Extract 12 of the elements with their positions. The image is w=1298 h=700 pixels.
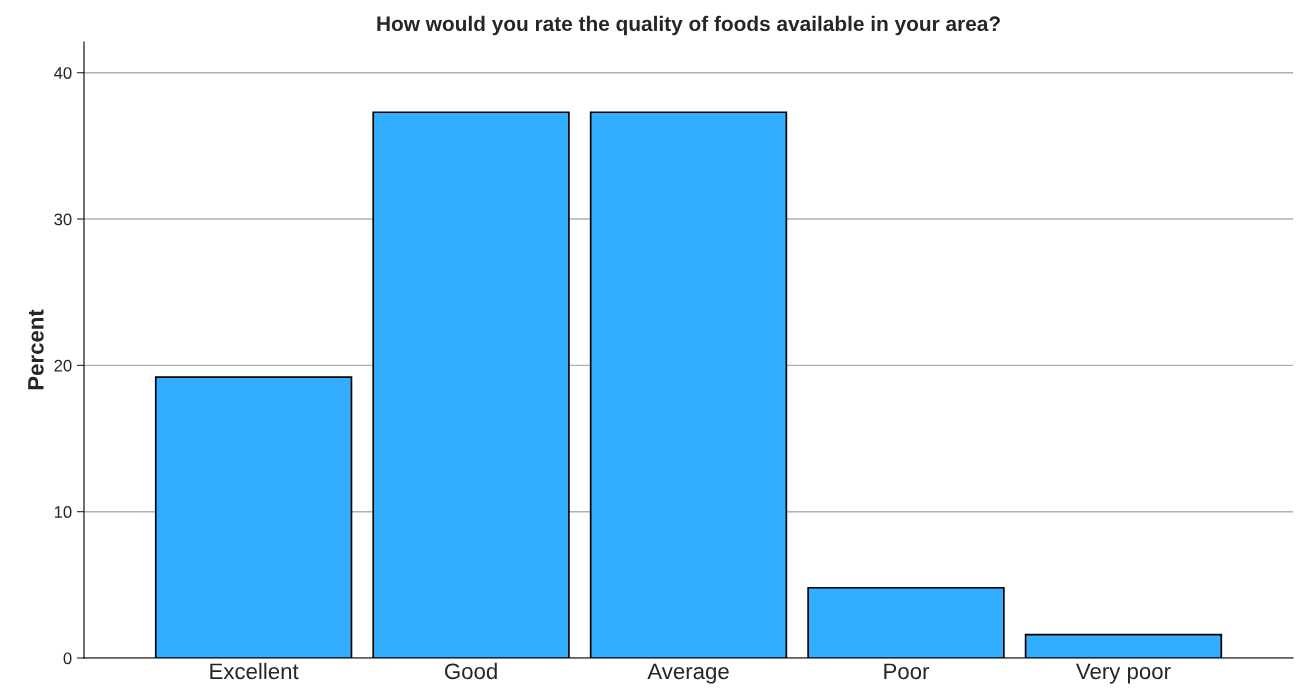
x-tick-label: Average [647, 663, 729, 684]
y-axis-title: Percent [28, 309, 44, 390]
x-tick-label: Good [445, 662, 497, 680]
x-tick-label: Poor [884, 663, 930, 680]
y-tick-label: 10 [54, 506, 72, 518]
y-tick-label: 30 [54, 213, 72, 226]
x-tick-label: Very poor [1075, 663, 1171, 684]
y-tick-label: 0 [63, 652, 72, 665]
y-tick-label: 20 [54, 359, 72, 372]
chart-title: How would you rate the quality of foods available in your area? [377, 15, 1000, 36]
x-tick-label: Excellent [210, 662, 299, 680]
y-tick-label: 40 [54, 67, 72, 79]
